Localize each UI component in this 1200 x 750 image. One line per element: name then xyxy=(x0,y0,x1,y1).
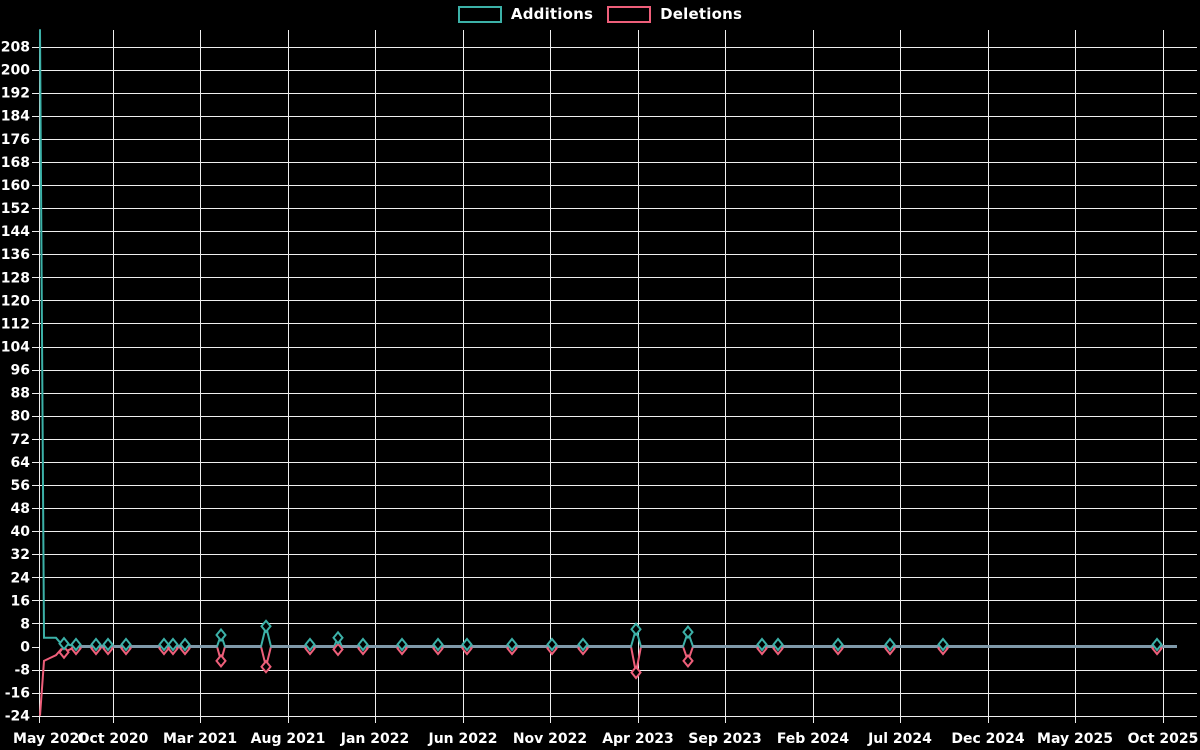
x-tick-label: Jan 2022 xyxy=(340,731,409,747)
chart-legend: Additions Deletions xyxy=(0,5,1200,23)
x-tick-label: May 2025 xyxy=(1037,731,1113,747)
y-tick-label: -8 xyxy=(14,663,30,679)
y-tick-label: 0 xyxy=(20,640,30,656)
y-tick-label: 56 xyxy=(11,478,30,494)
y-tick-label: 144 xyxy=(1,224,30,240)
y-tick-label: 168 xyxy=(1,155,30,171)
x-tick-label: Sep 2023 xyxy=(688,731,761,747)
additions-swatch-icon xyxy=(457,5,502,23)
x-tick-label: Apr 2023 xyxy=(602,731,674,747)
y-tick-label: 160 xyxy=(1,178,30,194)
deletions-marker-icon xyxy=(332,642,344,657)
y-tick-label: 48 xyxy=(11,501,30,517)
x-tick-label: Oct 2025 xyxy=(1128,731,1199,747)
additions-marker-icon xyxy=(158,637,170,652)
x-tick-label: May 2020 xyxy=(13,731,89,747)
deletions-marker-icon xyxy=(58,645,70,660)
deletions-swatch-icon xyxy=(607,5,652,23)
additions-marker-icon xyxy=(577,637,589,652)
additions-marker-icon xyxy=(58,636,70,651)
x-tick-label: Jun 2022 xyxy=(428,731,498,747)
additions-marker-icon xyxy=(1151,637,1163,652)
y-tick-label: 88 xyxy=(11,386,30,402)
additions-marker-icon xyxy=(546,637,558,652)
legend-label-deletions: Deletions xyxy=(660,5,743,23)
additions-marker-icon xyxy=(179,637,191,652)
additions-marker-icon xyxy=(357,637,369,652)
additions-marker-icon xyxy=(506,637,518,652)
additions-marker-icon xyxy=(432,637,444,652)
y-tick-label: 8 xyxy=(20,616,30,632)
y-tick-label: -24 xyxy=(5,709,31,725)
y-tick-label: 184 xyxy=(1,109,30,125)
additions-marker-icon xyxy=(304,637,316,652)
y-tick-label: 80 xyxy=(11,409,31,425)
x-tick-label: Nov 2022 xyxy=(513,731,587,747)
additions-marker-icon xyxy=(102,637,114,652)
deletions-marker-icon xyxy=(682,653,694,668)
y-tick-label: 152 xyxy=(1,201,30,217)
additions-marker-icon xyxy=(70,637,82,652)
y-tick-label: 200 xyxy=(1,63,30,79)
deletions-marker-icon xyxy=(215,653,227,668)
additions-marker-icon xyxy=(682,625,694,640)
y-tick-label: 136 xyxy=(1,247,30,263)
x-tick-label: Jul 2024 xyxy=(867,731,932,747)
y-tick-label: 24 xyxy=(11,570,31,586)
additions-marker-icon xyxy=(461,637,473,652)
additions-marker-icon xyxy=(260,619,272,634)
additions-marker-icon xyxy=(167,637,179,652)
y-tick-label: 16 xyxy=(11,593,30,609)
additions-marker-icon xyxy=(396,637,408,652)
deletions-marker-icon xyxy=(260,659,272,674)
y-tick-label: 192 xyxy=(1,86,30,102)
y-tick-label: 120 xyxy=(1,293,30,309)
x-tick-label: Oct 2020 xyxy=(78,731,149,747)
legend-label-additions: Additions xyxy=(510,5,594,23)
legend-item-additions[interactable]: Additions xyxy=(457,5,594,23)
additions-marker-icon xyxy=(832,637,844,652)
x-tick-label: Aug 2021 xyxy=(251,731,326,747)
additions-marker-icon xyxy=(937,637,949,652)
additions-marker-icon xyxy=(90,637,102,652)
additions-marker-icon xyxy=(120,637,132,652)
y-tick-label: -16 xyxy=(5,686,30,702)
y-tick-label: 40 xyxy=(11,524,31,540)
y-tick-label: 112 xyxy=(1,316,30,332)
y-tick-label: 128 xyxy=(1,270,30,286)
deletions-marker-icon xyxy=(630,665,642,680)
deletions-line xyxy=(39,645,1177,716)
additions-marker-icon xyxy=(215,627,227,643)
x-tick-label: Feb 2024 xyxy=(777,731,850,747)
additions-marker-icon xyxy=(332,630,344,645)
additions-marker-icon xyxy=(772,637,784,652)
y-tick-label: 176 xyxy=(1,132,30,148)
x-tick-label: Dec 2024 xyxy=(951,731,1025,747)
additions-marker-icon xyxy=(884,637,896,652)
legend-item-deletions[interactable]: Deletions xyxy=(607,5,742,23)
y-tick-label: 72 xyxy=(11,432,30,448)
additions-line xyxy=(39,29,1177,648)
x-tick-label: Mar 2021 xyxy=(163,731,237,747)
additions-marker-icon xyxy=(756,637,768,652)
y-tick-label: 208 xyxy=(1,40,30,56)
y-tick-label: 104 xyxy=(1,340,30,356)
y-tick-label: 32 xyxy=(11,547,30,563)
y-tick-label: 96 xyxy=(11,363,30,379)
additions-marker-icon xyxy=(630,622,642,637)
y-tick-label: 64 xyxy=(11,455,31,471)
